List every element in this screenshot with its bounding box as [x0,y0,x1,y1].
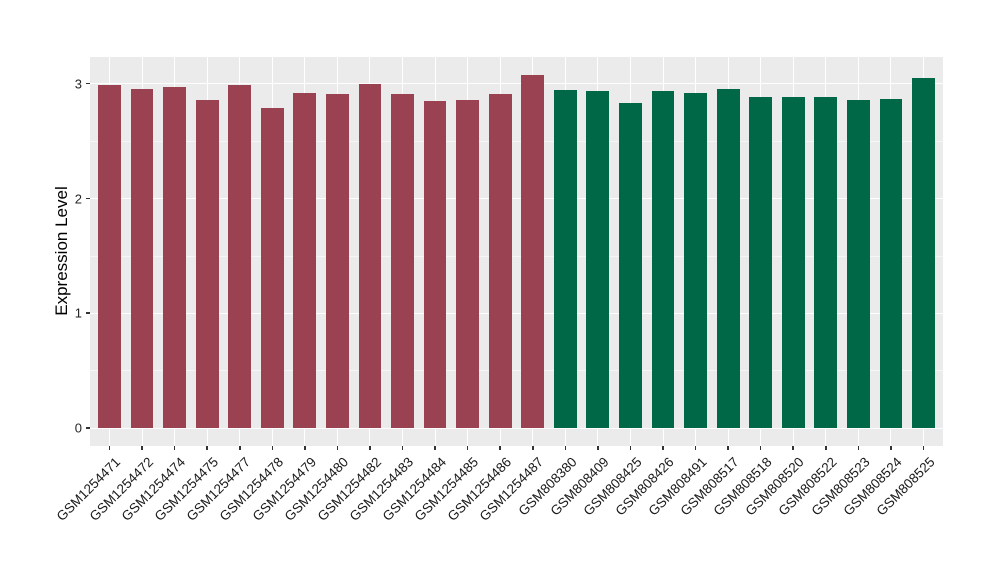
bar-GSM808523 [846,100,870,429]
x-tick-mark [629,446,632,450]
x-tick-mark [271,446,274,450]
x-tick-mark [401,446,404,450]
bar-GSM1254483 [391,94,414,429]
bar-GSM1254487 [521,74,545,429]
y-axis-title: Expression Level [52,186,71,316]
y-tick-mark [86,82,90,85]
major-gridline [90,427,943,429]
bar-GSM808518 [749,96,773,429]
bar-GSM808522 [814,96,838,429]
x-tick-mark [564,446,567,450]
x-tick-mark [825,446,827,450]
bar-GSM808409 [586,90,610,429]
x-tick-mark [499,446,501,450]
x-tick-mark [597,446,599,450]
bar-GSM1254478 [260,108,284,429]
y-tick-mark [86,312,90,314]
bar-GSM1254480 [326,94,349,429]
plot-panel [90,57,943,446]
x-tick-mark [369,446,371,450]
y-tick-label: 2 [74,191,82,207]
x-tick-mark [206,446,208,450]
major-gridline [90,312,943,314]
x-tick-mark [857,446,860,450]
y-tick-mark [86,197,90,200]
bar-GSM1254485 [456,100,480,429]
x-tick-mark [304,446,306,450]
x-tick-mark [694,446,697,450]
bar-GSM808525 [912,78,935,429]
bar-GSM808425 [619,103,642,429]
minor-gridline [90,370,943,372]
y-tick-mark [86,427,90,429]
bar-GSM808380 [553,89,577,429]
x-tick-mark [466,446,469,450]
x-tick-mark [890,446,892,450]
x-tick-mark [108,446,111,450]
bar-GSM808491 [684,93,707,429]
bar-GSM1254471 [98,85,121,429]
bar-GSM1254474 [163,87,187,429]
x-tick-mark [336,446,339,450]
x-tick-mark [239,446,241,450]
bar-GSM1254482 [358,83,382,429]
x-tick-mark [141,446,143,450]
minor-gridline [90,140,943,142]
bar-GSM1254486 [488,94,512,429]
x-tick-mark [662,446,664,450]
y-tick-label: 3 [74,76,82,92]
x-tick-mark [434,446,436,450]
minor-gridline [90,255,943,257]
y-tick-label: 1 [74,305,82,321]
x-tick-mark [727,446,729,450]
bar-GSM808517 [716,88,740,429]
x-tick-mark [759,446,762,450]
bar-GSM808524 [879,98,903,429]
x-tick-mark [173,446,176,450]
bar-GSM1254479 [293,93,317,429]
x-tick-mark [922,446,925,450]
major-gridline [90,83,943,85]
y-tick-label: 0 [74,420,82,436]
bar-GSM1254484 [423,101,447,429]
major-gridline [90,198,943,200]
bar-GSM1254477 [228,85,252,429]
bar-GSM808426 [651,90,675,429]
bar-GSM1254472 [130,88,154,429]
bar-GSM808520 [781,96,805,429]
x-tick-mark [792,446,794,450]
x-tick-mark [532,446,534,450]
bar-GSM1254475 [195,100,219,429]
